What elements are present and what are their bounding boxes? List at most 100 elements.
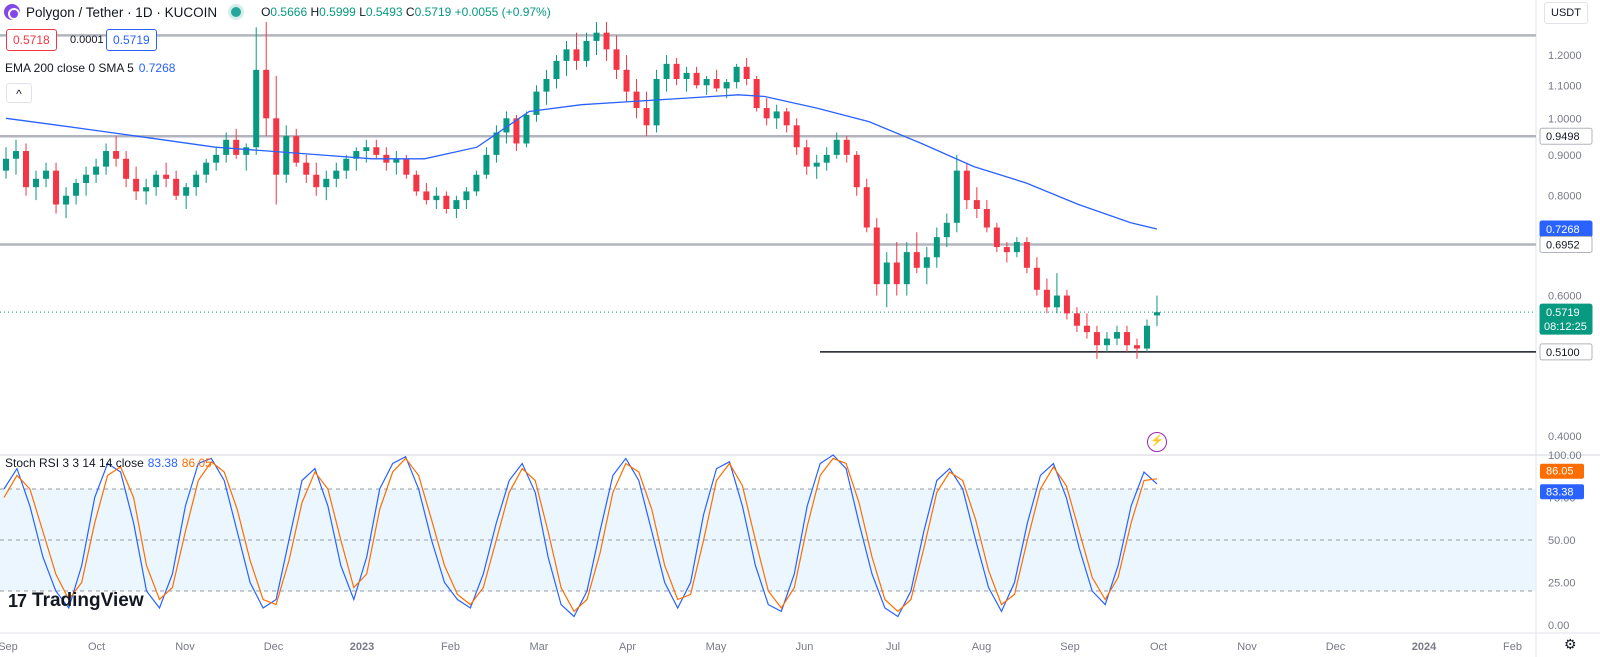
time-tick-label: Nov bbox=[1237, 641, 1257, 653]
candle-body bbox=[583, 40, 590, 61]
buy-button[interactable]: 0.5719 bbox=[106, 29, 157, 51]
candle-body bbox=[243, 147, 250, 155]
candle-body bbox=[53, 170, 60, 205]
stoch-tick-label: 50.00 bbox=[1548, 535, 1576, 547]
ema-legend[interactable]: EMA 200 close 0 SMA 5 0.7268 bbox=[5, 61, 175, 75]
candle-body bbox=[373, 147, 380, 155]
candle-body bbox=[1033, 267, 1040, 290]
price-tick-label: 1.2000 bbox=[1548, 50, 1582, 62]
candle-body bbox=[463, 191, 470, 201]
tradingview-logo: 17 TradingView bbox=[8, 590, 144, 612]
candle-body bbox=[303, 162, 310, 175]
candle-body bbox=[1123, 332, 1130, 346]
candle-body bbox=[2, 158, 10, 171]
candle-body bbox=[93, 166, 100, 175]
candle-body bbox=[403, 158, 410, 175]
candle-body bbox=[293, 136, 300, 163]
price-tick-label: 1.1000 bbox=[1548, 80, 1582, 92]
candle-body bbox=[523, 114, 530, 144]
lightning-icon[interactable]: ⚡ bbox=[1147, 432, 1167, 452]
gear-icon[interactable]: ⚙ bbox=[1564, 636, 1577, 652]
candle-body bbox=[253, 69, 260, 148]
time-tick-label: Feb bbox=[441, 641, 460, 653]
candle-body bbox=[993, 227, 1000, 248]
candle-body bbox=[63, 195, 70, 205]
sell-button[interactable]: 0.5718 bbox=[6, 29, 57, 51]
symbol-title[interactable]: Polygon / Tether · 1D · KUCOIN bbox=[26, 4, 218, 20]
candle-body bbox=[693, 72, 700, 86]
price-label-level bbox=[1539, 127, 1593, 145]
candle-body bbox=[283, 136, 290, 175]
candle-body bbox=[163, 174, 170, 179]
price-tick-label: 0.6000 bbox=[1548, 291, 1582, 303]
candle-body bbox=[933, 237, 940, 258]
candle-body bbox=[943, 222, 950, 238]
candle-body bbox=[963, 170, 970, 201]
spread-value: 0.0001 bbox=[70, 34, 104, 46]
time-tick-label: Feb bbox=[1503, 641, 1522, 653]
candle-body bbox=[533, 91, 540, 115]
candle-body bbox=[1073, 313, 1080, 326]
candle-body bbox=[1113, 332, 1120, 339]
candle-body bbox=[1153, 312, 1161, 316]
candle-body bbox=[883, 262, 890, 285]
price-label-level bbox=[1539, 235, 1593, 253]
stoch-k-value: 83.38 bbox=[147, 456, 178, 470]
candle-body bbox=[783, 111, 790, 126]
candle-body bbox=[23, 151, 30, 188]
candle-body bbox=[1023, 242, 1030, 268]
candle-body bbox=[263, 69, 270, 119]
candle-body bbox=[13, 151, 20, 159]
candle-body bbox=[633, 91, 640, 109]
price-tick-label: 0.9000 bbox=[1548, 150, 1582, 162]
candle-body bbox=[723, 82, 730, 89]
polygon-logo-icon bbox=[4, 4, 20, 20]
stoch-rsi-legend[interactable]: Stoch RSI 3 3 14 14 close 83.38 86.05 bbox=[5, 456, 212, 470]
candle-body bbox=[223, 139, 230, 155]
candle-body bbox=[833, 139, 840, 155]
price-tick-label: 0.4000 bbox=[1548, 431, 1582, 443]
ema-label: EMA 200 close 0 SMA 5 bbox=[5, 61, 134, 75]
candle-body bbox=[1093, 332, 1100, 346]
candle-body bbox=[553, 60, 560, 80]
candle-body bbox=[1143, 325, 1150, 349]
candle-body bbox=[313, 174, 320, 188]
time-tick-label: Jun bbox=[796, 641, 814, 653]
candle-body bbox=[363, 147, 370, 152]
candle-body bbox=[233, 139, 240, 155]
price-tick-label: 0.8000 bbox=[1548, 191, 1582, 203]
candle-body bbox=[573, 49, 580, 61]
candle-body bbox=[983, 208, 990, 228]
stoch-rsi-label: Stoch RSI 3 3 14 14 close bbox=[5, 456, 144, 470]
candle-body bbox=[333, 170, 340, 179]
candle-body bbox=[423, 191, 430, 201]
candle-body bbox=[1013, 242, 1020, 253]
time-tick-label: May bbox=[706, 641, 727, 653]
time-tick-label: Sep bbox=[1060, 641, 1080, 653]
candle-body bbox=[103, 151, 110, 167]
candle-body bbox=[513, 118, 520, 144]
candle-body bbox=[563, 49, 570, 61]
price-label-ema-text: 0.7268 bbox=[1546, 224, 1580, 236]
candle-body bbox=[203, 162, 210, 175]
candle-body bbox=[113, 151, 120, 159]
time-tick-label: Mar bbox=[530, 641, 549, 653]
stoch-k-axis-label bbox=[1540, 484, 1584, 500]
stoch-d-axis-label bbox=[1540, 463, 1584, 479]
candle-body bbox=[843, 139, 850, 155]
collapse-legend-button[interactable]: ^ bbox=[6, 83, 32, 103]
candle-body bbox=[453, 200, 460, 209]
candle-body bbox=[803, 147, 810, 167]
candle-body bbox=[813, 162, 820, 167]
candle-body bbox=[133, 178, 140, 192]
candle-body bbox=[743, 66, 750, 80]
currency-selector[interactable]: USDT bbox=[1544, 2, 1588, 24]
stoch-tick-label: 25.00 bbox=[1548, 578, 1576, 590]
candle-body bbox=[913, 252, 920, 268]
candle-body bbox=[473, 174, 480, 192]
candle-body bbox=[1063, 295, 1070, 314]
countdown-text: 08:12:25 bbox=[1544, 321, 1587, 333]
candle-body bbox=[593, 32, 600, 41]
candle-body bbox=[1133, 345, 1140, 349]
